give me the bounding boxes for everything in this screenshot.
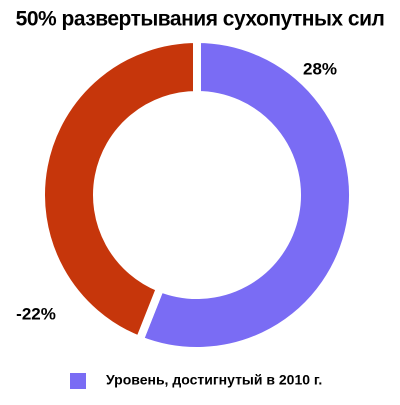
donut-segment	[37, 34, 201, 346]
chart-title: 50% развертывания сухопутных сил	[16, 8, 385, 31]
legend-swatch	[70, 373, 86, 389]
donut-segment	[134, 34, 357, 355]
data-label: -22%	[16, 304, 56, 323]
legend-label: Уровень, достигнутый в 2010 г.	[106, 372, 322, 388]
data-label: 28%	[303, 59, 337, 78]
